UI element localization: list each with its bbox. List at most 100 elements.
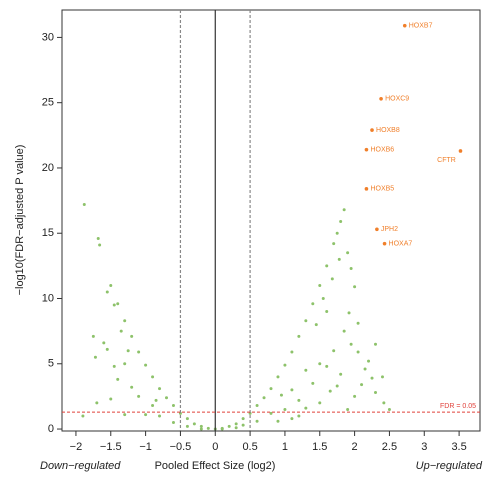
point xyxy=(227,424,231,428)
point xyxy=(321,296,325,300)
point xyxy=(367,359,371,363)
point xyxy=(347,311,351,315)
point xyxy=(328,389,332,393)
gene-label: HOXB5 xyxy=(370,186,394,193)
point xyxy=(137,350,141,354)
point xyxy=(379,96,383,101)
x-tick-label: −1 xyxy=(139,441,152,453)
point xyxy=(360,383,364,387)
point xyxy=(356,321,360,325)
x-tick-label: 2.5 xyxy=(382,441,397,453)
x-tick-label: 0 xyxy=(212,441,218,453)
point xyxy=(290,350,294,354)
point xyxy=(199,424,203,428)
point xyxy=(119,329,123,333)
gene-label: HOXB6 xyxy=(370,147,394,154)
point xyxy=(332,349,336,353)
point xyxy=(269,411,273,415)
point xyxy=(363,367,367,371)
point xyxy=(192,422,196,426)
point xyxy=(116,302,120,306)
point xyxy=(241,417,245,421)
point xyxy=(297,414,301,418)
point xyxy=(81,414,85,418)
y-tick-label: 0 xyxy=(48,423,54,435)
point xyxy=(339,372,343,376)
point xyxy=(279,393,283,397)
right-note: Up−regulated xyxy=(416,460,483,472)
point xyxy=(276,375,280,379)
point xyxy=(311,302,315,306)
point xyxy=(109,283,113,287)
point xyxy=(185,417,189,421)
point xyxy=(130,334,134,338)
point xyxy=(370,128,374,132)
point xyxy=(151,375,155,379)
point xyxy=(206,426,210,430)
point xyxy=(154,398,158,402)
point xyxy=(126,349,130,353)
gene-label: HOXC9 xyxy=(385,96,409,103)
point xyxy=(91,334,95,338)
point xyxy=(297,334,301,338)
point xyxy=(158,387,162,391)
point xyxy=(380,375,384,379)
point xyxy=(234,422,238,426)
point xyxy=(304,368,308,372)
point xyxy=(109,397,113,401)
point xyxy=(349,342,353,346)
x-tick-label: −2 xyxy=(70,441,83,453)
point xyxy=(95,401,99,405)
point xyxy=(105,290,109,294)
point xyxy=(346,407,350,411)
point xyxy=(342,329,346,333)
point xyxy=(339,219,343,223)
point xyxy=(165,396,168,400)
point xyxy=(353,394,357,398)
point xyxy=(364,147,369,152)
point xyxy=(82,203,86,207)
left-note: Down−regulated xyxy=(40,460,121,472)
y-tick-label: 10 xyxy=(42,292,54,304)
point xyxy=(330,277,334,281)
point xyxy=(137,394,141,398)
point xyxy=(248,411,252,415)
point xyxy=(144,413,148,417)
x-tick-label: −1.5 xyxy=(100,441,122,453)
point xyxy=(234,426,238,430)
gene-label: CFTR xyxy=(437,157,456,164)
point xyxy=(96,236,100,240)
point xyxy=(387,407,391,411)
point xyxy=(123,362,127,366)
point xyxy=(130,385,134,389)
point xyxy=(353,285,357,289)
x-tick-label: 1 xyxy=(282,441,288,453)
point xyxy=(144,363,148,367)
point xyxy=(123,319,127,323)
gene-label: HOXB8 xyxy=(376,127,400,134)
point xyxy=(337,257,341,261)
y-tick-label: 15 xyxy=(42,227,54,239)
point xyxy=(178,411,182,415)
point xyxy=(374,390,377,394)
point xyxy=(112,303,116,307)
x-tick-label: 3.5 xyxy=(451,441,466,453)
fdr-label: FDR = 0.05 xyxy=(440,403,476,410)
point xyxy=(116,377,120,381)
point xyxy=(171,404,175,408)
point xyxy=(402,23,407,28)
point xyxy=(349,266,353,270)
point xyxy=(370,376,374,380)
point xyxy=(311,381,315,385)
point xyxy=(171,421,175,425)
point xyxy=(151,404,155,408)
gene-label: HOXB7 xyxy=(409,23,433,30)
point xyxy=(318,362,322,366)
x-tick-label: 1.5 xyxy=(312,441,327,453)
x-tick-label: 2 xyxy=(352,441,358,453)
gene-label: HOXA7 xyxy=(389,241,413,248)
point xyxy=(269,387,273,391)
point xyxy=(290,388,294,392)
point xyxy=(158,414,162,418)
